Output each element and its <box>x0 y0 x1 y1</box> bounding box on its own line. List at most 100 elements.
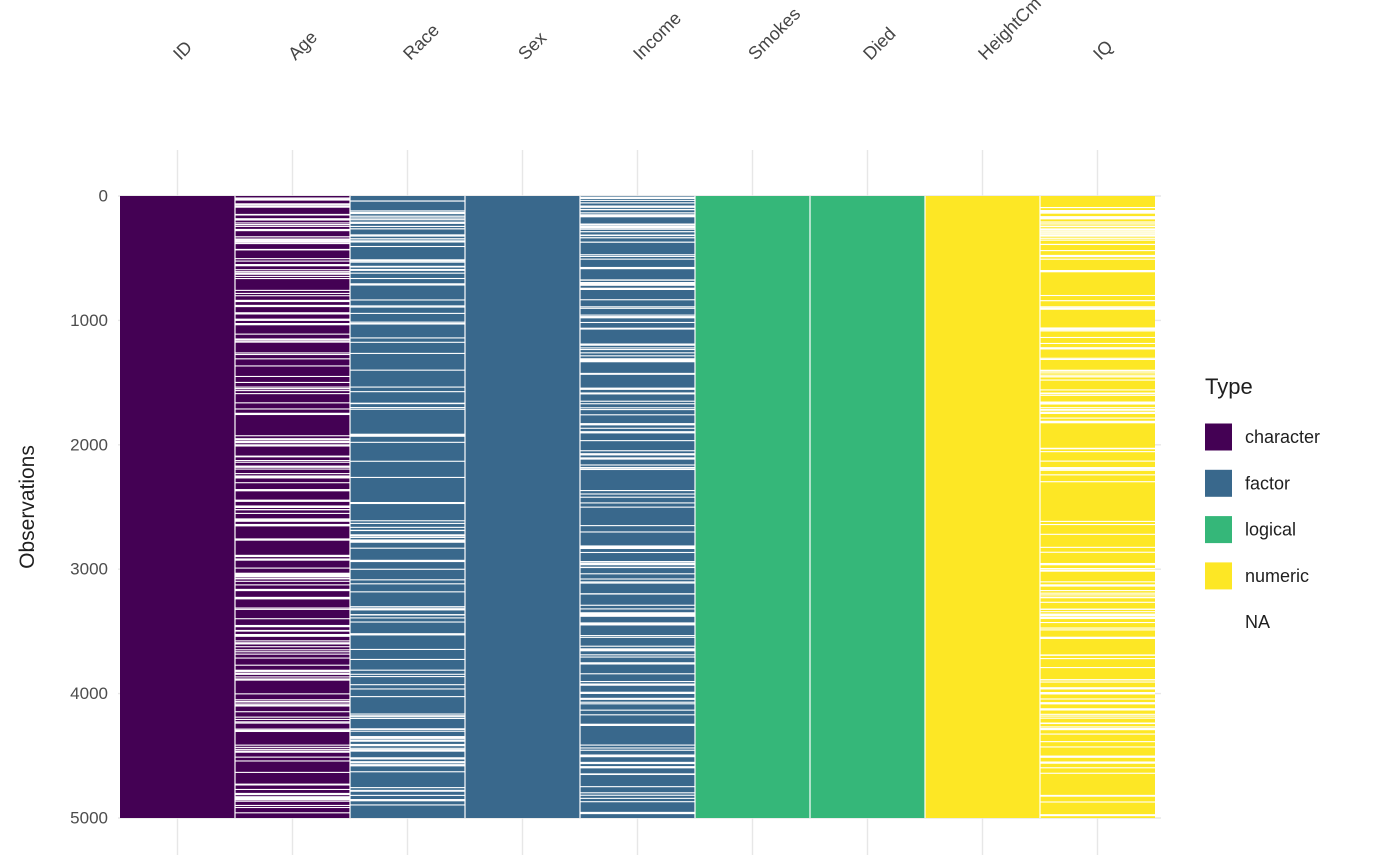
na-stripe <box>1040 636 1155 640</box>
na-stripe <box>580 241 695 243</box>
na-stripe <box>235 197 350 199</box>
na-stripe <box>350 790 465 792</box>
na-stripe <box>350 245 465 248</box>
na-stripe <box>235 222 350 224</box>
na-stripe <box>235 711 350 713</box>
na-stripe <box>1040 755 1155 758</box>
na-stripe <box>235 505 350 507</box>
na-stripe <box>350 272 465 274</box>
na-stripe <box>350 305 465 307</box>
na-stripe <box>580 197 695 199</box>
na-stripe <box>580 307 695 309</box>
na-stripe <box>235 333 350 335</box>
na-stripe <box>350 408 465 410</box>
na-stripe <box>1040 722 1155 725</box>
na-stripe <box>1040 212 1155 214</box>
na-stripe <box>580 792 695 794</box>
na-stripe <box>350 673 465 675</box>
na-stripe <box>235 240 350 243</box>
y-tick-label-3000: 3000 <box>70 560 108 579</box>
na-stripe <box>235 338 350 341</box>
na-stripe <box>235 618 350 620</box>
na-stripe <box>235 269 350 271</box>
na-stripe <box>580 358 695 361</box>
na-stripe <box>235 477 350 479</box>
na-stripe <box>235 203 350 205</box>
na-stripe <box>235 390 350 392</box>
na-stripe <box>350 211 465 215</box>
na-stripe <box>235 524 350 527</box>
na-stripe <box>1040 237 1155 239</box>
na-stripe <box>580 636 695 638</box>
na-stripe <box>580 216 695 218</box>
na-stripe <box>580 348 695 351</box>
na-stripe <box>1040 448 1155 450</box>
na-stripe <box>580 604 695 606</box>
na-stripe <box>1040 698 1155 700</box>
na-stripe <box>580 754 695 758</box>
na-stripe <box>235 444 350 447</box>
na-stripe <box>350 210 465 212</box>
na-stripe <box>1040 562 1155 566</box>
na-stripe <box>1040 474 1155 476</box>
y-tick-label-5000: 5000 <box>70 809 108 828</box>
na-stripe <box>350 771 465 773</box>
na-stripe <box>350 737 465 739</box>
na-stripe <box>235 225 350 227</box>
legend-swatch-character <box>1205 423 1232 451</box>
na-stripe <box>1040 551 1155 553</box>
na-stripe <box>1040 772 1155 774</box>
na-stripe <box>235 459 350 462</box>
na-stripe <box>580 744 695 746</box>
na-stripe <box>580 208 695 211</box>
na-stripe <box>235 203 350 205</box>
na-stripe <box>235 760 350 762</box>
na-stripe <box>350 608 465 611</box>
legend-item-na: NA <box>1205 608 1270 636</box>
na-stripe <box>350 407 465 409</box>
na-stripe <box>580 392 695 394</box>
na-stripe <box>580 761 695 765</box>
na-stripe <box>580 453 695 456</box>
na-stripe <box>235 214 350 216</box>
na-stripe <box>350 219 465 221</box>
na-stripe <box>1040 815 1155 817</box>
na-stripe <box>235 341 350 343</box>
na-stripe <box>580 316 695 319</box>
column-label-income: Income <box>629 8 685 64</box>
na-stripe <box>235 358 350 360</box>
na-stripe <box>1040 592 1155 594</box>
na-stripe <box>1040 422 1155 424</box>
legend-label-na: NA <box>1245 612 1270 632</box>
na-stripe <box>1040 627 1155 629</box>
na-stripe <box>1040 814 1155 816</box>
na-stripe <box>580 283 695 286</box>
na-stripe <box>1040 726 1155 728</box>
column-smokes <box>695 196 810 818</box>
na-stripe <box>1040 795 1155 797</box>
na-stripe <box>1040 223 1155 225</box>
na-stripe <box>235 312 350 314</box>
na-stripe <box>350 669 465 671</box>
na-stripe <box>350 235 465 237</box>
na-stripe <box>1040 369 1155 371</box>
na-stripe <box>1040 270 1155 273</box>
na-stripe <box>235 702 350 704</box>
legend-label-factor: factor <box>1245 473 1290 493</box>
na-stripe <box>350 268 465 271</box>
na-stripe <box>235 700 350 703</box>
na-stripe <box>580 450 695 452</box>
na-stripe <box>1040 794 1155 796</box>
na-stripe <box>1040 727 1155 731</box>
na-stripe <box>235 699 350 701</box>
na-stripe <box>580 343 695 346</box>
y-axis-tick-labels: 0 1000 2000 3000 4000 5000 <box>70 187 108 828</box>
legend-item-character: character <box>1205 423 1320 451</box>
na-stripe <box>235 693 350 695</box>
na-stripe <box>235 670 350 672</box>
na-stripe <box>350 433 465 436</box>
na-stripe <box>580 564 695 566</box>
na-stripe <box>235 771 350 773</box>
